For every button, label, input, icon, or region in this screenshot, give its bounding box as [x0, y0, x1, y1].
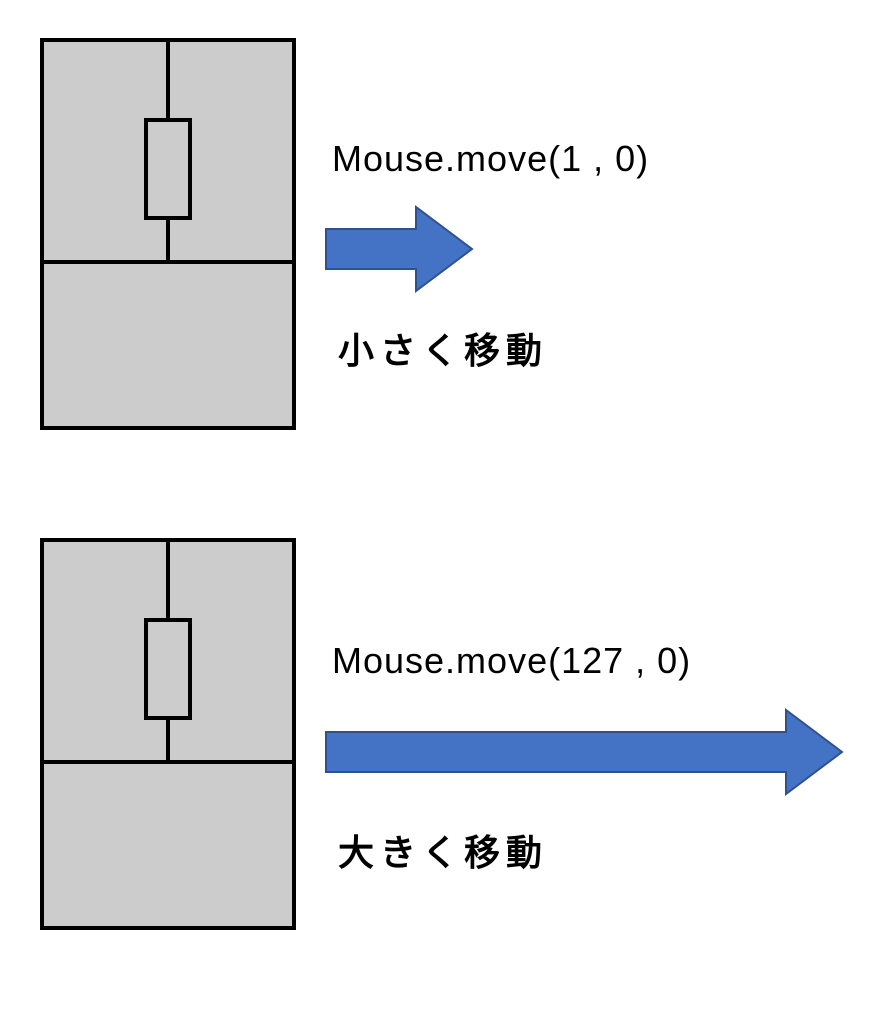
arrow-right-icon	[322, 203, 476, 295]
caption-small: 小さく移動	[338, 322, 548, 374]
mouse-icon	[36, 534, 300, 934]
mouse-icon	[36, 34, 300, 434]
diagram-canvas: Mouse.move(1 , 0) 小さく移動 Mouse.move(127 , 0…	[0, 0, 877, 1023]
code-label-small: Mouse.move(1 , 0)	[332, 138, 649, 180]
arrow-right-icon	[322, 706, 846, 798]
caption-large: 大きく移動	[338, 824, 548, 876]
code-label-large: Mouse.move(127 , 0)	[332, 640, 691, 682]
